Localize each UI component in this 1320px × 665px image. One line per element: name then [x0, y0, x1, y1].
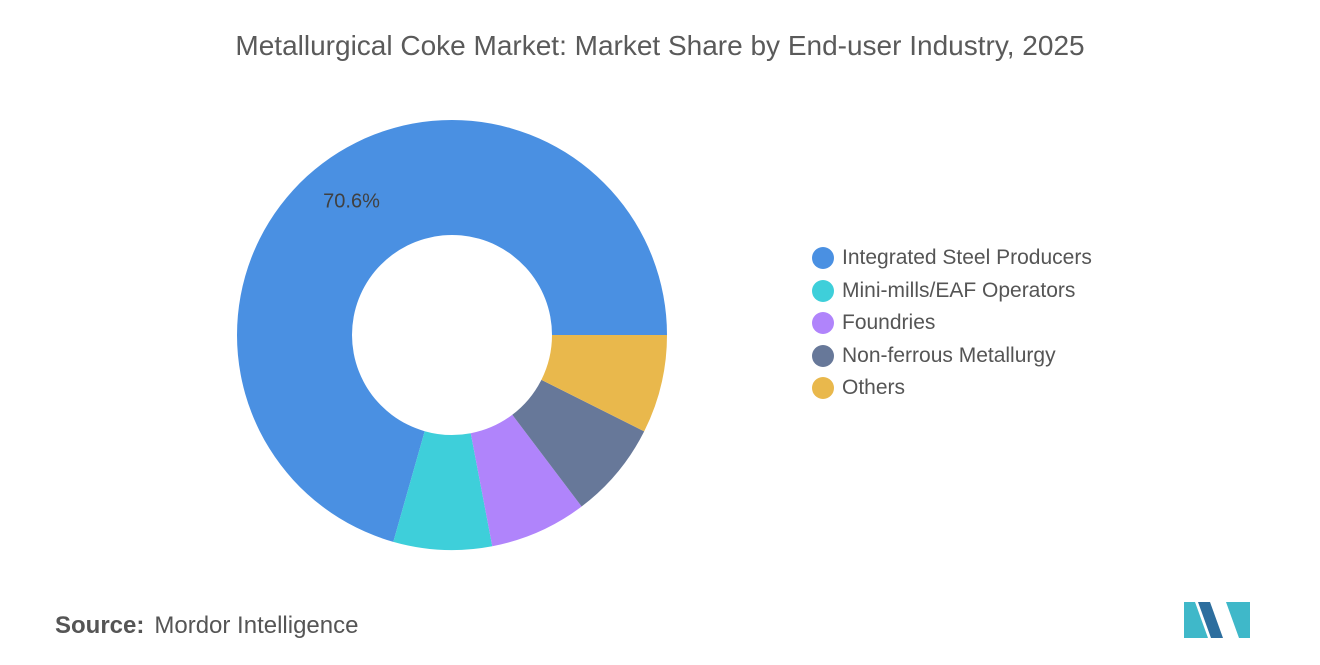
source-label: Source: — [55, 612, 145, 639]
donut-slices — [237, 119, 667, 551]
slice-foundries — [470, 414, 582, 547]
legend-item-integrated-steel-producers: Integrated Steel Producers — [812, 242, 1092, 275]
legend-swatch-icon — [812, 279, 834, 302]
legend-item-foundries: Foundries — [812, 307, 1092, 340]
chart-title: Metallurgical Coke Market: Market Share … — [235, 30, 1085, 61]
legend-swatch-icon — [812, 312, 834, 335]
legend-item-mini-mills-eaf-operators: Mini-mills/EAF Operators — [812, 275, 1092, 308]
slice-mini-mills-eaf-operators — [393, 431, 493, 551]
legend-item-non-ferrous-metallurgy: Non-ferrous Metallurgy — [812, 340, 1092, 373]
slice-non-ferrous-metallurgy — [512, 379, 645, 507]
legend-swatch-icon — [812, 344, 834, 367]
slice-others — [541, 335, 667, 432]
legend-item-others: Others — [812, 372, 1092, 405]
legend-label: Integrated Steel Producers — [842, 246, 1092, 270]
slice-integrated-steel-producers — [237, 119, 667, 542]
chart-legend: Integrated Steel Producers Mini-mills/EAF… — [812, 242, 1092, 405]
legend-swatch-icon — [812, 247, 834, 270]
donut-data-labels: 70.6% — [323, 190, 380, 212]
source-value: Mordor Intelligence — [154, 612, 359, 639]
legend-label: Non-ferrous Metallurgy — [842, 343, 1056, 367]
mordor-intelligence-logo — [1184, 602, 1250, 638]
legend-label: Foundries — [842, 311, 936, 335]
legend-swatch-icon — [812, 377, 834, 400]
legend-label: Others — [842, 376, 906, 400]
legend-label: Mini-mills/EAF Operators — [842, 278, 1076, 302]
data-label-integrated-steel-producers: 70.6% — [323, 190, 380, 212]
source-note: Source: Mordor Intelligence — [55, 612, 358, 640]
